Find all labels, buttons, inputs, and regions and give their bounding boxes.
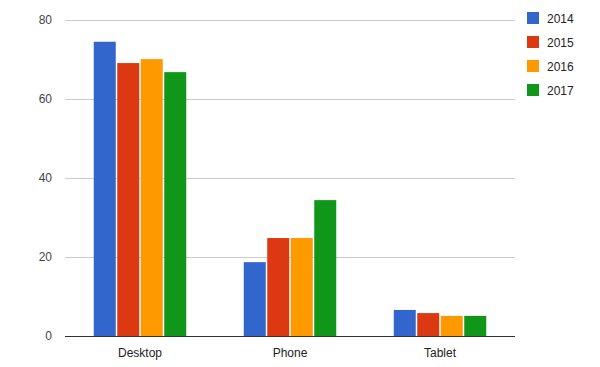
y-tick-label: 40 [39, 171, 53, 185]
y-tick-label: 0 [45, 329, 52, 343]
bar [291, 238, 313, 336]
legend-swatch [527, 12, 539, 24]
x-tick-label: Phone [273, 346, 308, 360]
bar [464, 316, 486, 336]
bar [314, 200, 336, 336]
legend-label: 2015 [547, 36, 574, 50]
bars [94, 42, 487, 336]
legend-label: 2017 [547, 84, 574, 98]
bar [267, 238, 289, 336]
bar [441, 316, 463, 336]
legend-label: 2016 [547, 60, 574, 74]
legend-label: 2014 [547, 12, 574, 26]
bar [164, 72, 186, 336]
bar [394, 310, 416, 336]
legend-swatch [527, 84, 539, 96]
y-tick-label: 80 [39, 13, 53, 27]
bar [141, 59, 163, 336]
y-tick-label: 20 [39, 250, 53, 264]
bar [244, 262, 266, 336]
grid-line [65, 336, 515, 337]
x-tick-label: Tablet [424, 346, 457, 360]
bar [117, 63, 139, 336]
x-axis-line [65, 336, 515, 337]
grid-line [65, 20, 515, 21]
legend-swatch [527, 36, 539, 48]
bar [417, 313, 439, 336]
bar [94, 42, 116, 336]
legend-swatch [527, 60, 539, 72]
chart: 0 20 40 60 80 Desktop Phone Tablet 2014 2015 2016 2… [0, 0, 600, 367]
y-tick-label: 60 [39, 92, 53, 106]
x-tick-label: Desktop [118, 346, 162, 360]
